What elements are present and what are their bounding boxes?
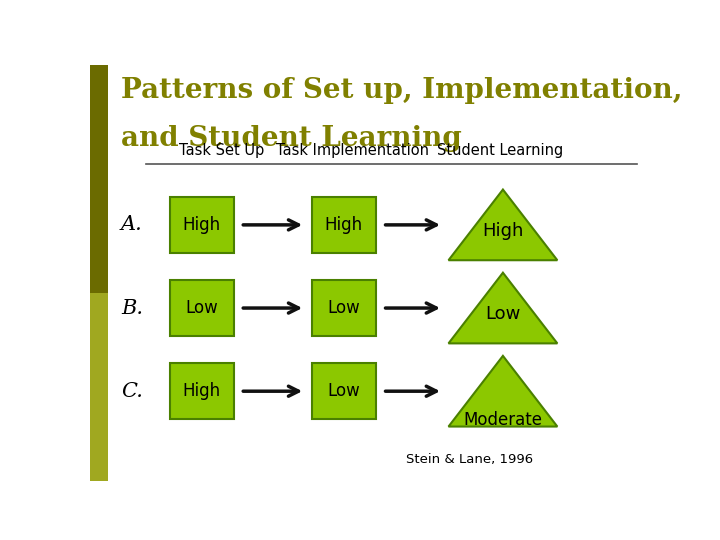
FancyBboxPatch shape — [312, 280, 376, 336]
Text: Moderate: Moderate — [464, 411, 542, 429]
Bar — [90, 65, 108, 294]
Text: Low: Low — [485, 305, 521, 323]
Text: High: High — [183, 216, 220, 234]
FancyBboxPatch shape — [312, 197, 376, 253]
FancyBboxPatch shape — [169, 280, 234, 336]
Text: High: High — [183, 382, 220, 400]
Text: B.: B. — [121, 299, 143, 318]
Text: Low: Low — [328, 299, 360, 317]
Text: High: High — [482, 221, 523, 240]
Text: A.: A. — [121, 215, 143, 234]
Text: Stein & Lane, 1996: Stein & Lane, 1996 — [406, 453, 533, 466]
Text: Student Learning: Student Learning — [437, 143, 563, 158]
Text: Patterns of Set up, Implementation,: Patterns of Set up, Implementation, — [121, 77, 682, 104]
Text: C.: C. — [121, 382, 143, 401]
Text: Low: Low — [185, 299, 218, 317]
FancyBboxPatch shape — [169, 363, 234, 419]
Text: Low: Low — [328, 382, 360, 400]
Polygon shape — [449, 190, 557, 260]
Text: and Student Learning: and Student Learning — [121, 125, 462, 152]
FancyBboxPatch shape — [169, 197, 234, 253]
Text: Task Implementation: Task Implementation — [276, 143, 429, 158]
Text: Task Set Up: Task Set Up — [179, 143, 264, 158]
Polygon shape — [449, 356, 557, 427]
Text: High: High — [325, 216, 363, 234]
Bar — [90, 294, 108, 481]
Polygon shape — [449, 273, 557, 343]
FancyBboxPatch shape — [312, 363, 376, 419]
